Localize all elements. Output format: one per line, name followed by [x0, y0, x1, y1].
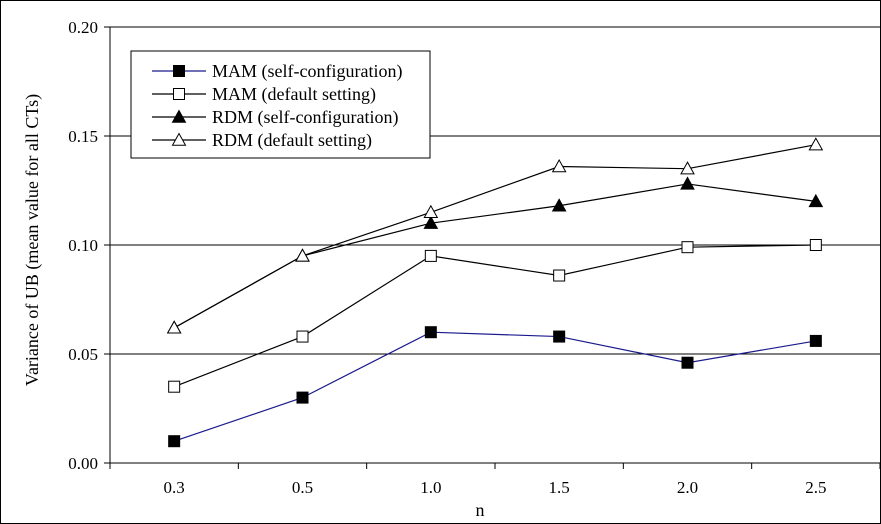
legend-marker — [171, 109, 187, 123]
x-tick-label: 1.5 — [549, 478, 570, 497]
data-point — [808, 137, 824, 151]
data-point — [168, 435, 181, 448]
data-point — [808, 193, 824, 208]
series-4 — [166, 137, 824, 334]
x-axis-label: n — [476, 500, 485, 520]
y-tick-label: 0.10 — [68, 236, 98, 255]
data-point — [296, 391, 309, 404]
legend-marker — [173, 65, 185, 77]
legend-label: RDM (self-configuration) — [212, 107, 398, 128]
legend-item: RDM (default setting) — [152, 130, 372, 151]
series-3 — [166, 176, 824, 334]
data-point — [551, 158, 567, 173]
data-point — [423, 215, 439, 229]
data-point — [424, 326, 437, 339]
legend-marker — [173, 88, 185, 100]
data-point — [809, 334, 822, 347]
data-point — [166, 320, 182, 334]
y-axis-label: Variance of UB (mean value for all CTs) — [22, 94, 43, 386]
data-point — [295, 248, 310, 262]
series-layer — [166, 137, 824, 448]
data-point — [423, 204, 439, 218]
legend-label: RDM (default setting) — [212, 130, 372, 151]
x-tick-label: 1.0 — [420, 478, 441, 497]
series-1 — [168, 326, 822, 448]
x-tick-label: 0.5 — [292, 478, 313, 497]
data-point — [553, 330, 566, 343]
x-tick-label: 0.3 — [164, 478, 185, 497]
legend-item: MAM (default setting) — [152, 84, 376, 105]
axes — [104, 26, 881, 469]
data-point — [680, 176, 695, 190]
y-tick-label: 0.00 — [68, 454, 98, 473]
series-line — [173, 183, 816, 329]
data-point — [551, 198, 567, 212]
data-point — [680, 161, 695, 175]
x-tick-label: 2.5 — [805, 478, 826, 497]
series-line — [173, 244, 816, 388]
legend-label: MAM (default setting) — [212, 84, 376, 105]
y-tick-labels: 0.00 0.05 0.10 0.15 0.20 — [68, 18, 98, 473]
series-line — [173, 144, 816, 329]
legend-item: MAM (self-configuration) — [152, 61, 402, 82]
data-point — [296, 330, 309, 343]
x-tick-label: 2.0 — [677, 478, 698, 497]
series-2 — [168, 239, 822, 393]
y-tick-label: 0.20 — [68, 18, 98, 37]
legend-label: MAM (self-configuration) — [212, 61, 402, 82]
y-tick-label: 0.15 — [68, 127, 98, 146]
data-point — [553, 269, 566, 282]
data-point — [681, 356, 694, 369]
series-line — [173, 331, 816, 442]
y-tick-label: 0.05 — [68, 345, 98, 364]
data-point — [681, 241, 694, 254]
data-point — [168, 380, 181, 393]
legend-marker — [171, 132, 187, 146]
data-point — [809, 239, 822, 251]
legend: MAM (self-configuration)MAM (default set… — [130, 50, 431, 159]
legend-item: RDM (self-configuration) — [152, 107, 398, 128]
x-tick-labels: 0.3 0.5 1.0 1.5 2.0 2.5 — [164, 478, 827, 497]
data-point — [424, 249, 437, 262]
